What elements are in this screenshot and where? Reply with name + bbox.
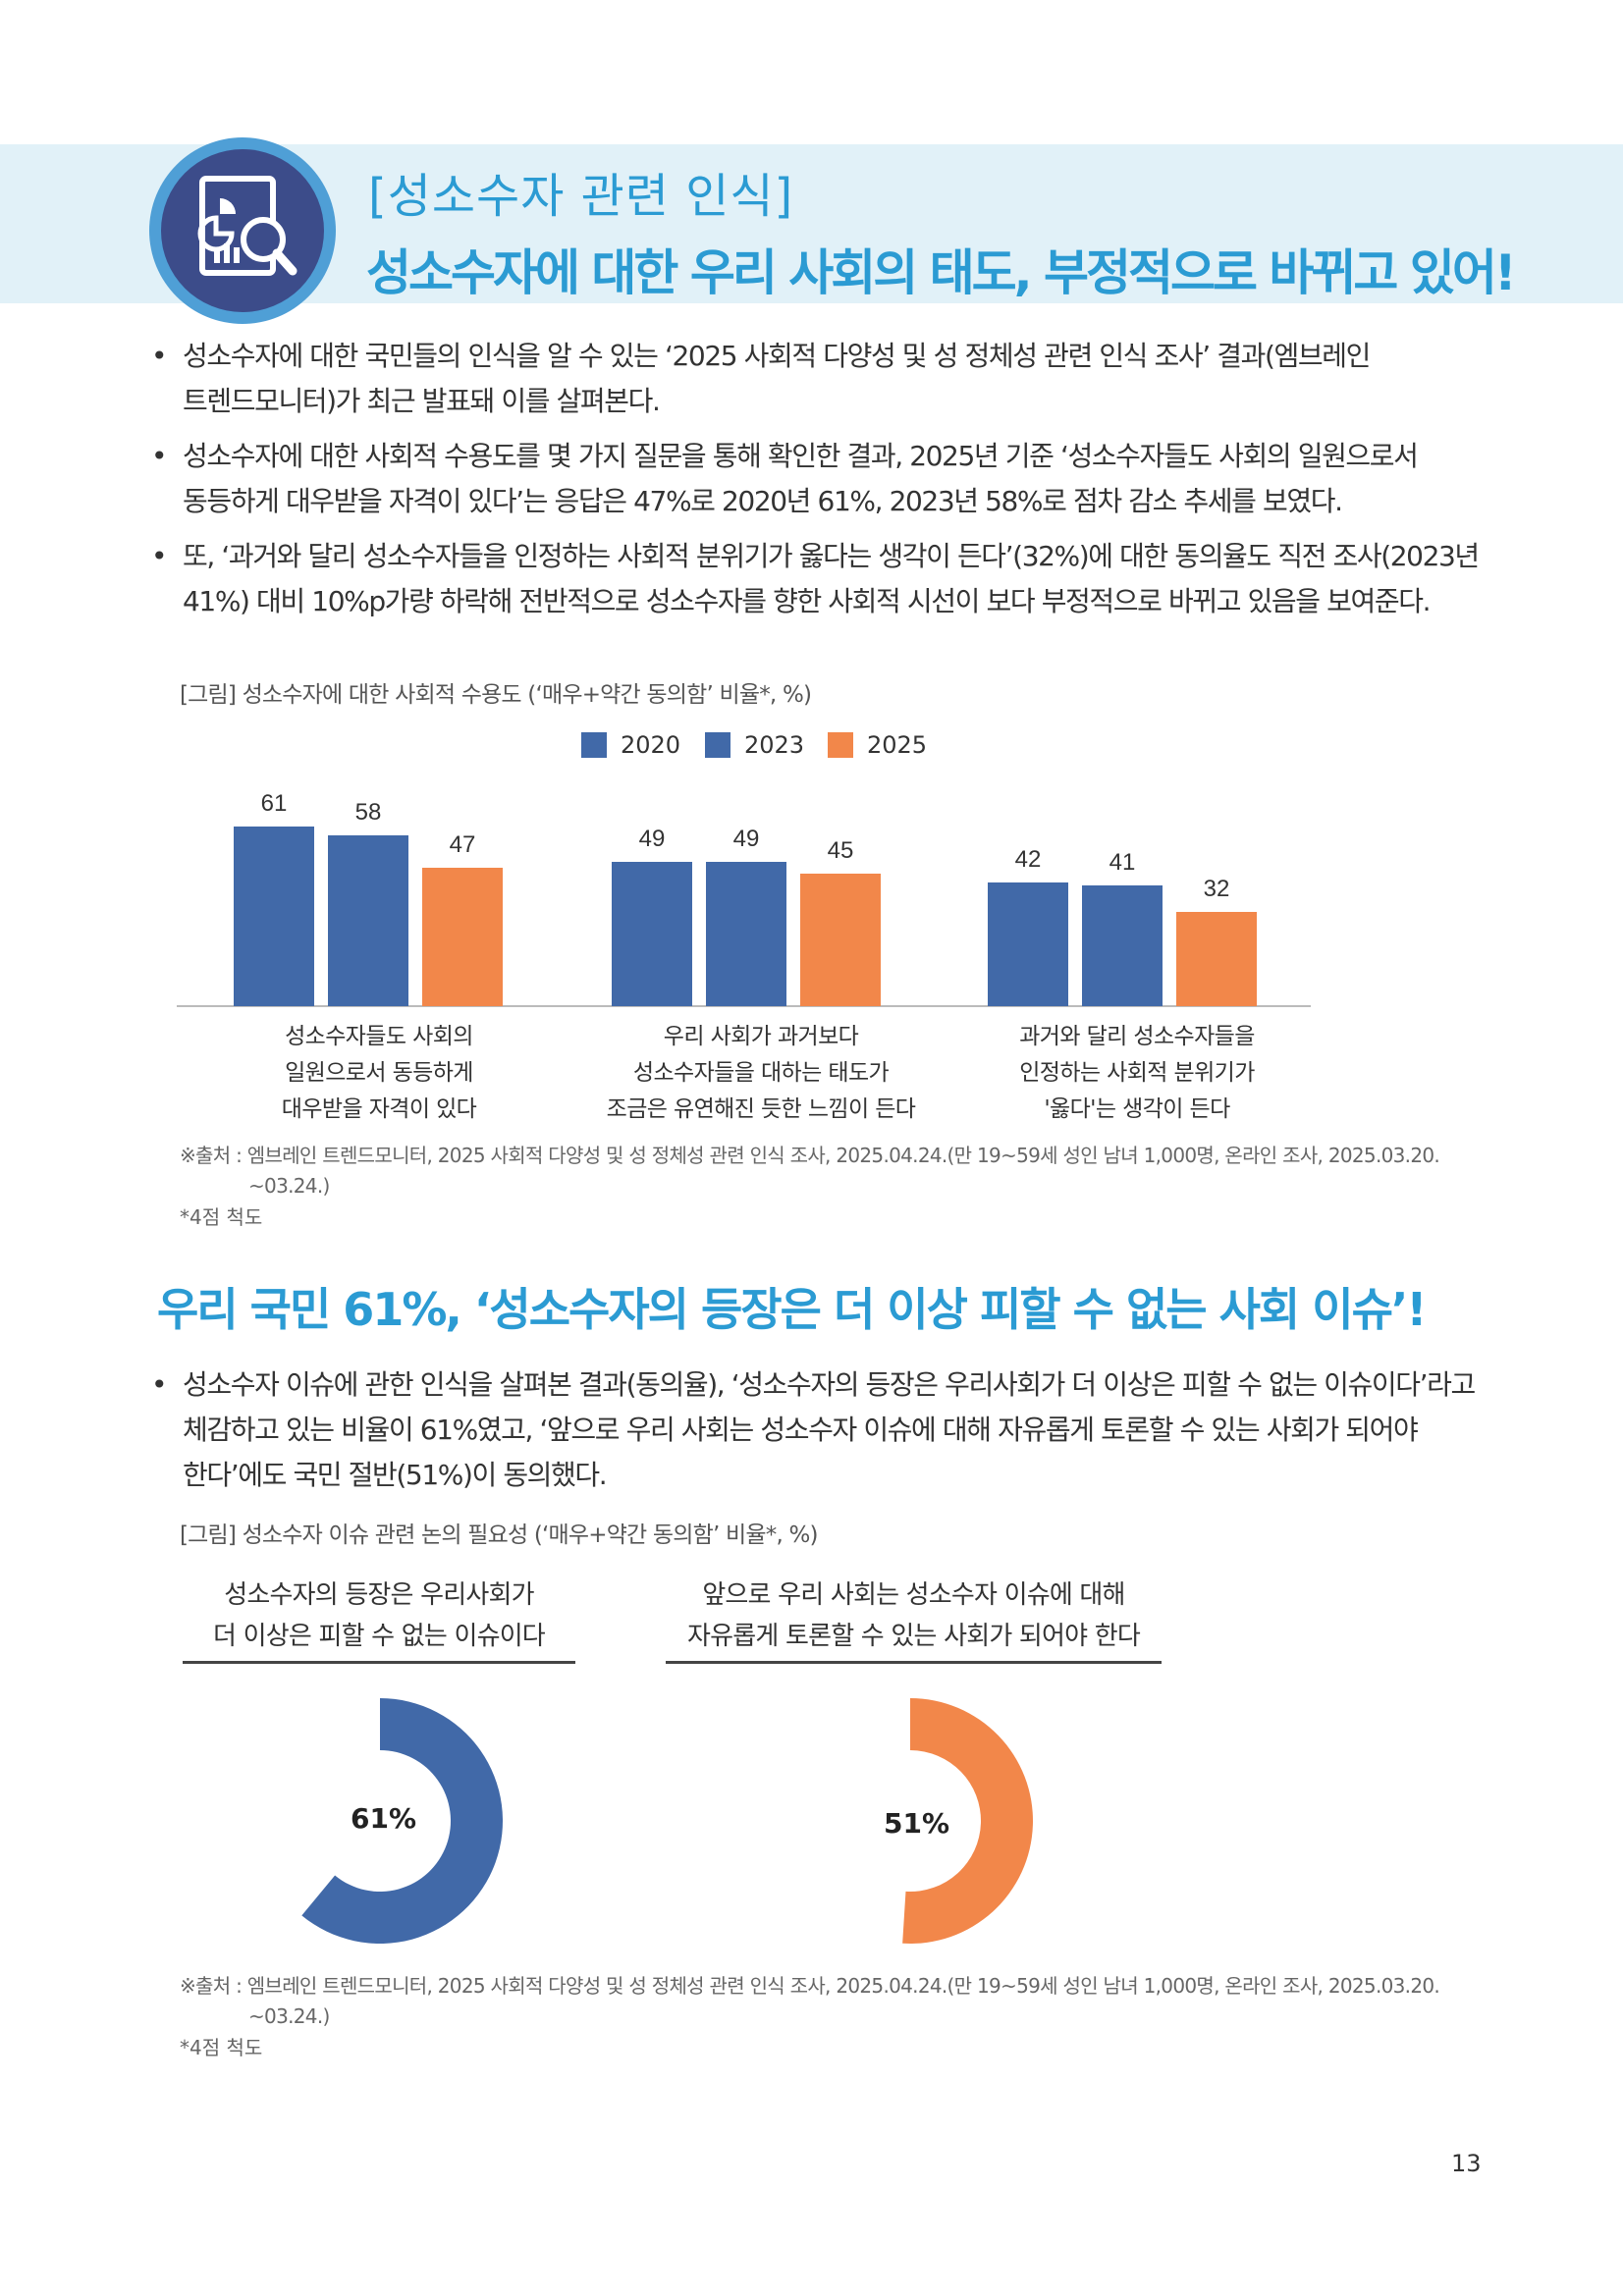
bar-2025-3 [1176,912,1257,1006]
section2-bullets: • 성소수자 이슈에 관한 인식을 살펴본 결과(동의율), ‘성소수자의 등장… [147,1362,1483,1508]
category-label-line: '옳다'는 생각이 든다 [1044,1096,1230,1122]
source-line: ~03.24.) [248,2004,330,2028]
bar-value-label: 47 [450,831,476,858]
donut-chart-51 [902,1698,1033,1944]
legend-item-2023: 2023 [705,727,804,763]
donut-slice [301,1698,503,1944]
donut-title: 앞으로 우리 사회는 성소수자 이슈에 대해 자유롭게 토론할 수 있는 사회가… [666,1575,1162,1657]
figure1-note: *4점 척도 [180,1205,263,1229]
figure1-caption: [그림] 성소수자에 대한 사회적 수용도 (‘매우+약간 동의함’ 비율*, … [180,682,812,708]
bar-2023-2 [706,862,786,1006]
section2-title: 우리 국민 61%, ‘성소수자의 등장은 더 이상 피할 수 없는 사회 이슈… [157,1283,1427,1336]
category-label-line: 성소수자들을 대하는 태도가 [632,1060,890,1086]
category-label-line: 우리 사회가 과거보다 [663,1024,859,1049]
divider [183,1661,575,1664]
source-line: ※출처 : 엠브레인 트렌드모니터, 2025 사회적 다양성 및 성 정체성 … [180,1974,1440,1998]
bar-value-label: 32 [1204,876,1230,902]
donut-value-label: 61% [351,1802,417,1835]
report-magnifier-icon [149,137,336,324]
bullet-text: 성소수자 이슈에 관한 인식을 살펴본 결과(동의율), ‘성소수자의 등장은 … [183,1368,1476,1491]
figure2-caption: [그림] 성소수자 이슈 관련 논의 필요성 (‘매우+약간 동의함’ 비율*,… [180,1522,819,1548]
bar-2023-1 [328,835,408,1006]
bullet-dot: • [151,340,168,372]
bullet-item: • 성소수자 이슈에 관한 인식을 살펴본 결과(동의율), ‘성소수자의 등장… [147,1362,1483,1498]
bar-2020-1 [234,827,314,1006]
bar-value-label: 58 [355,799,382,826]
figure1-source: ※출처 : 엠브레인 트렌드모니터, 2025 사회적 다양성 및 성 정체성 … [180,1141,1486,1201]
bar-2020-2 [612,862,692,1006]
category-label-line: 조금은 유연해진 듯한 느낌이 든다 [606,1096,916,1122]
bullet-dot: • [151,1368,168,1401]
bullet-item: • 또, ‘과거와 달리 성소수자들을 인정하는 사회적 분위기가 옳다는 생각… [147,534,1483,624]
donut-chart-61 [301,1698,503,1944]
divider [666,1661,1162,1664]
header-subtitle: [성소수자 관련 인식] [368,169,794,224]
donut-slice [902,1698,1033,1944]
legend-swatch [581,732,607,758]
bar-value-label: 42 [1015,846,1042,873]
bar-2025-1 [422,868,503,1006]
acceptance-bar-chart: 61 58 47 49 49 45 42 41 32 [177,790,1311,1007]
legend-label: 2023 [744,731,805,759]
legend-item-2025: 2025 [828,727,927,763]
bullet-item: • 성소수자에 대한 국민들의 인식을 알 수 있는 ‘2025 사회적 다양성… [147,334,1483,424]
donut-title-line: 성소수자의 등장은 우리사회가 [224,1580,534,1610]
figure2-note: *4점 척도 [180,2036,263,2059]
donut-title: 성소수자의 등장은 우리사회가 더 이상은 피할 수 없는 이슈이다 [183,1575,575,1657]
bar-value-label: 41 [1109,849,1136,876]
legend-label: 2020 [621,731,681,759]
bar-value-label: 49 [639,826,666,852]
source-line: ※출처 : 엠브레인 트렌드모니터, 2025 사회적 다양성 및 성 정체성 … [180,1144,1440,1167]
bar-value-label: 49 [733,826,760,852]
category-label-line: 인정하는 사회적 분위기가 [1019,1060,1255,1086]
bullet-text: 성소수자에 대한 국민들의 인식을 알 수 있는 ‘2025 사회적 다양성 및… [183,340,1371,417]
donut-title-line: 더 이상은 피할 수 없는 이슈이다 [213,1622,546,1651]
bar-2025-2 [800,874,881,1006]
bar-value-label: 45 [828,837,854,864]
legend-swatch [828,732,853,758]
page-number: 13 [1451,2150,1482,2177]
donut-value-label: 51% [884,1807,950,1840]
bullet-item: • 성소수자에 대한 사회적 수용도를 몇 가지 질문을 통해 확인한 결과, … [147,434,1483,524]
category-label: 과거와 달리 성소수자들을 인정하는 사회적 분위기가 '옳다'는 생각이 든다 [950,1019,1324,1128]
category-label-line: 성소수자들도 사회의 [285,1024,473,1049]
category-label-line: 일원으로서 동등하게 [285,1060,473,1086]
figure2-source: ※출처 : 엠브레인 트렌드모니터, 2025 사회적 다양성 및 성 정체성 … [180,1971,1486,2032]
bar-2023-3 [1082,885,1163,1006]
donut-title-line: 앞으로 우리 사회는 성소수자 이슈에 대해 [702,1580,1125,1610]
category-label: 우리 사회가 과거보다 성소수자들을 대하는 태도가 조금은 유연해진 듯한 느… [574,1019,947,1128]
bullet-text: 성소수자에 대한 사회적 수용도를 몇 가지 질문을 통해 확인한 결과, 20… [183,440,1419,517]
bullet-dot: • [151,540,168,572]
bar-2020-3 [988,882,1068,1006]
donut-title-line: 자유롭게 토론할 수 있는 사회가 되어야 한다 [687,1622,1141,1651]
bullet-text: 또, ‘과거와 달리 성소수자들을 인정하는 사회적 분위기가 옳다는 생각이 … [183,540,1480,617]
header-title: 성소수자에 대한 우리 사회의 태도, 부정적으로 바뀌고 있어! [366,244,1517,301]
category-label-line: 과거와 달리 성소수자들을 [1019,1024,1255,1049]
legend-swatch [705,732,730,758]
category-label-line: 대우받을 자격이 있다 [281,1096,477,1122]
intro-bullets: • 성소수자에 대한 국민들의 인식을 알 수 있는 ‘2025 사회적 다양성… [147,334,1483,634]
category-label: 성소수자들도 사회의 일원으로서 동등하게 대우받을 자격이 있다 [192,1019,566,1128]
bullet-dot: • [151,440,168,472]
bar-value-label: 61 [261,790,288,817]
legend-label: 2025 [867,731,928,759]
legend-item-2020: 2020 [581,727,680,763]
source-line: ~03.24.) [248,1174,330,1198]
